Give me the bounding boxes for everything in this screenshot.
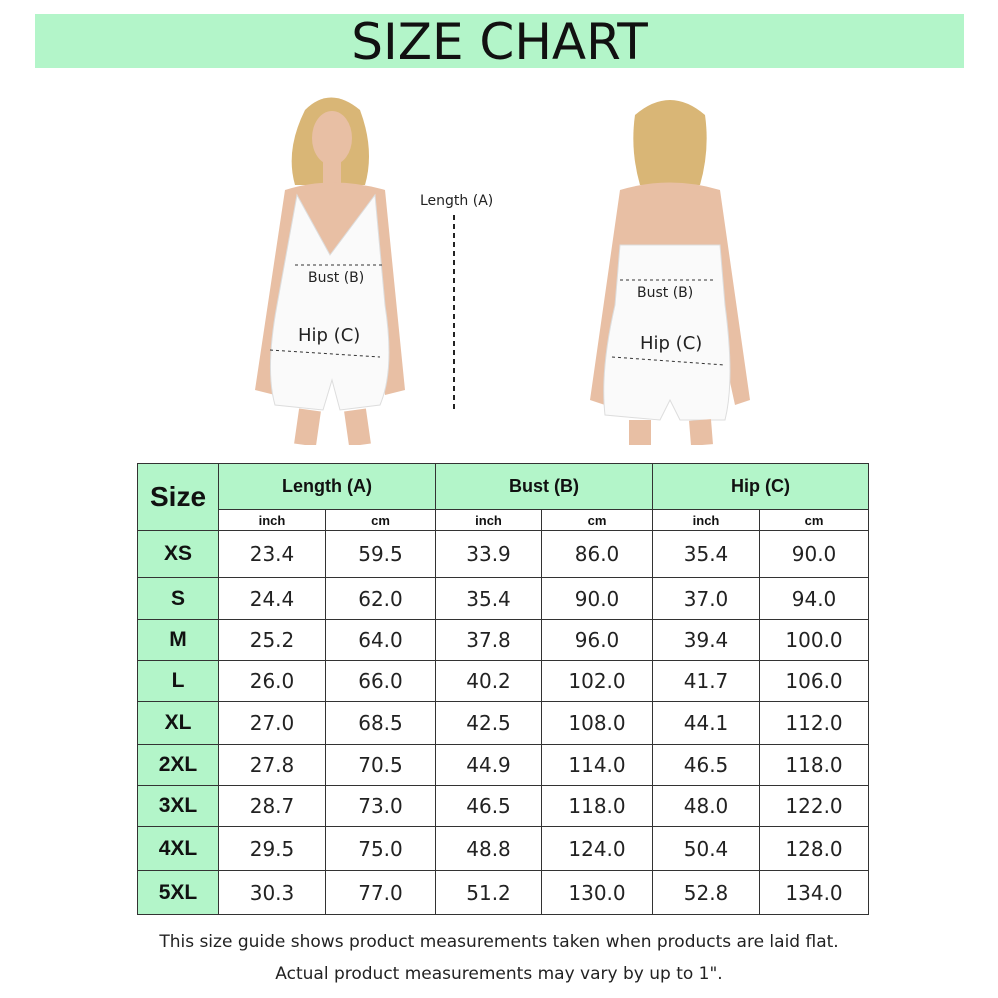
measurement-cell: 52.8 (652, 870, 761, 915)
measurement-cell: 44.9 (435, 744, 543, 786)
size-cell: M (137, 619, 219, 661)
measurement-cell: 27.0 (218, 701, 326, 745)
table-row: M 25.2 64.0 37.8 96.0 39.4 100.0 (137, 619, 870, 661)
measurement-cell: 30.3 (218, 870, 326, 915)
size-cell: 5XL (137, 870, 219, 915)
measurement-cell: 25.2 (218, 619, 326, 661)
measurement-cell: 75.0 (324, 826, 437, 871)
measurement-cell: 35.4 (652, 530, 761, 578)
measurement-cell: 124.0 (541, 826, 654, 871)
bust-label-front: Bust (B) (308, 270, 365, 286)
table-row: XS 23.4 59.5 33.9 86.0 35.4 90.0 (137, 530, 870, 578)
measurement-cell: 46.5 (435, 785, 543, 827)
measurement-cell: 42.5 (435, 701, 543, 745)
measurement-cell: 106.0 (759, 660, 870, 702)
variance-note: Actual product measurements may vary by … (275, 964, 723, 984)
measurement-cell: 73.0 (324, 785, 437, 827)
unit-header-inch: inch (218, 509, 326, 531)
measurement-cell: 122.0 (759, 785, 870, 827)
measurement-cell: 35.4 (435, 577, 543, 620)
size-cell: 3XL (137, 785, 219, 827)
measurement-cell: 108.0 (541, 701, 654, 745)
table-row: 2XL 27.8 70.5 44.9 114.0 46.5 118.0 (137, 744, 870, 786)
measurement-cell: 118.0 (541, 785, 654, 827)
size-chart-title: SIZE CHART (35, 14, 964, 70)
measurement-cell: 50.4 (652, 826, 761, 871)
measurement-cell: 112.0 (759, 701, 870, 745)
size-table: Size Length (A) Bust (B) Hip (C) inch cm i… (137, 463, 870, 915)
length-header: Length (A) (217, 463, 437, 510)
size-cell: L (137, 660, 219, 702)
measurement-cell: 102.0 (541, 660, 654, 702)
size-cell: XL (137, 701, 219, 745)
measurement-cell: 59.5 (324, 530, 437, 578)
measurement-cell: 37.8 (435, 619, 543, 661)
measurement-cell: 128.0 (759, 826, 870, 871)
measurement-cell: 48.8 (435, 826, 543, 871)
measurement-cell: 46.5 (652, 744, 761, 786)
measurement-note: This size guide shows product measuremen… (159, 932, 839, 952)
measurement-cell: 24.4 (218, 577, 326, 620)
unit-header-inch: inch (435, 509, 543, 531)
measurement-cell: 39.4 (652, 619, 761, 661)
measurement-cell: 70.5 (324, 744, 437, 786)
measurement-cell: 100.0 (759, 619, 870, 661)
length-dimension-line (453, 215, 455, 412)
table-row: L 26.0 66.0 40.2 102.0 41.7 106.0 (137, 660, 870, 702)
hip-label-front: Hip (C) (298, 325, 361, 346)
measurement-cell: 44.1 (652, 701, 761, 745)
measurement-cell: 28.7 (218, 785, 326, 827)
unit-header-cm: cm (324, 509, 437, 531)
back-model-photo (590, 100, 750, 445)
measurement-cell: 114.0 (541, 744, 654, 786)
table-row: 3XL 28.7 73.0 46.5 118.0 48.0 122.0 (137, 785, 870, 827)
length-label: Length (A) (420, 193, 494, 209)
table-row: S 24.4 62.0 35.4 90.0 37.0 94.0 (137, 577, 870, 620)
size-column-header: Size (137, 463, 219, 531)
measurement-cell: 96.0 (541, 619, 654, 661)
table-row: 4XL 29.5 75.0 48.8 124.0 50.4 128.0 (137, 826, 870, 871)
measurement-cell: 27.8 (218, 744, 326, 786)
table-row: 5XL 30.3 77.0 51.2 130.0 52.8 134.0 (137, 870, 870, 915)
measurement-cell: 77.0 (324, 870, 437, 915)
measurement-cell: 86.0 (541, 530, 654, 578)
measurement-cell: 90.0 (541, 577, 654, 620)
size-cell: S (137, 577, 219, 620)
measurement-cell: 23.4 (218, 530, 326, 578)
unit-header-cm: cm (759, 509, 870, 531)
table-row: XL 27.0 68.5 42.5 108.0 44.1 112.0 (137, 701, 870, 745)
hip-label-back: Hip (C) (640, 333, 703, 354)
size-cell: 4XL (137, 826, 219, 871)
measurement-cell: 41.7 (652, 660, 761, 702)
size-cell: XS (137, 530, 219, 578)
measurement-cell: 33.9 (435, 530, 543, 578)
measurement-cell: 134.0 (759, 870, 870, 915)
unit-header-inch: inch (652, 509, 761, 531)
measurement-cell: 40.2 (435, 660, 543, 702)
unit-header-cm: cm (541, 509, 654, 531)
bust-header: Bust (B) (435, 463, 654, 510)
measurement-cell: 64.0 (324, 619, 437, 661)
measurement-cell: 118.0 (759, 744, 870, 786)
hip-header: Hip (C) (652, 463, 870, 510)
measurement-cell: 94.0 (759, 577, 870, 620)
measurement-cell: 26.0 (218, 660, 326, 702)
front-model-photo (255, 97, 405, 445)
size-cell: 2XL (137, 744, 219, 786)
bust-label-back: Bust (B) (637, 285, 694, 301)
measurement-cell: 37.0 (652, 577, 761, 620)
measurement-cell: 130.0 (541, 870, 654, 915)
measurement-cell: 48.0 (652, 785, 761, 827)
measurement-cell: 51.2 (435, 870, 543, 915)
measurement-cell: 90.0 (759, 530, 870, 578)
measurement-cell: 68.5 (324, 701, 437, 745)
measurement-cell: 29.5 (218, 826, 326, 871)
measurement-cell: 62.0 (324, 577, 437, 620)
measurement-cell: 66.0 (324, 660, 437, 702)
